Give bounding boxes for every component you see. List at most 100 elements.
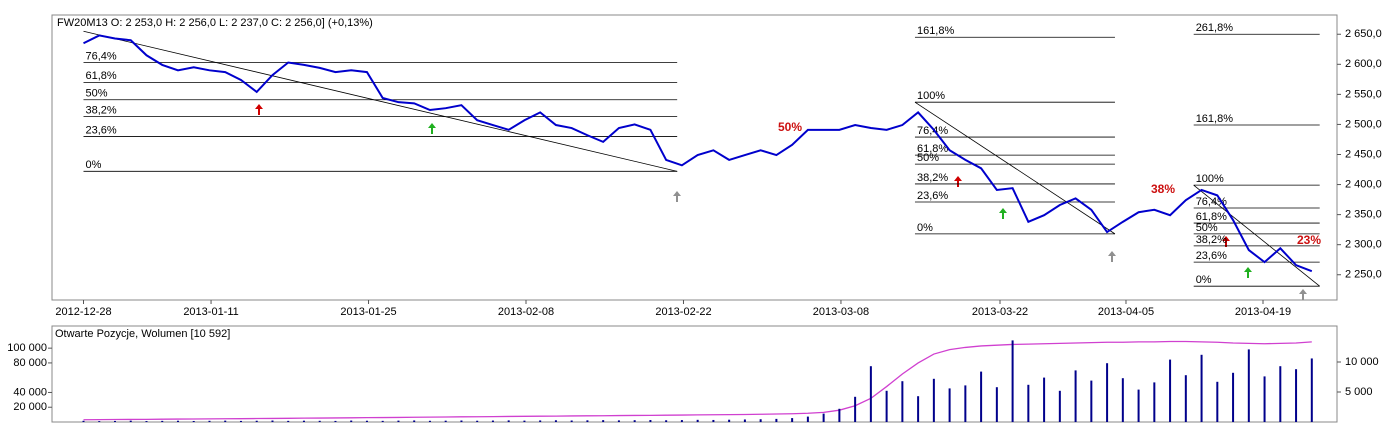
volume-bar [885,390,888,422]
volume-bar [302,420,305,422]
y-tick-label: 2 650,0 [1345,28,1382,40]
volume-bar [176,420,179,422]
volume-bar [743,419,746,422]
volume-bar [1295,369,1298,422]
volume-bar [507,420,510,422]
x-tick-label: 2013-01-11 [183,306,238,318]
volume-bar [586,420,589,422]
trend-line [1193,184,1320,287]
y2-tick-label: 5 000 [1345,386,1373,398]
y-tick-label: 40 000 [13,386,47,398]
x-tick-label: 2013-03-22 [972,306,1028,318]
fib-label: 161,8% [1196,113,1234,125]
fib-label: 61,8% [85,70,116,82]
fib-label: 50% [85,88,107,100]
volume-bar [476,420,479,422]
x-tick-label: 2013-03-08 [813,306,869,318]
volume-bar [1106,363,1109,422]
volume-bar [208,420,211,422]
volume-bar [82,420,85,422]
volume-bar [854,396,857,422]
volume-bar [554,420,557,422]
fib-label: 38,2% [1196,234,1227,246]
annotation: 38% [1151,182,1175,196]
volume-bar [901,381,904,422]
volume-bar [1074,370,1077,422]
volume-bar [365,420,368,422]
y-tick-label: 100 000 [7,342,47,354]
x-tick-label: 2013-04-19 [1235,306,1291,318]
x-tick-label: 2013-02-22 [655,306,711,318]
volume-bar [397,420,400,422]
trend-line [83,30,678,172]
y-tick-label: 2 600,0 [1345,58,1382,70]
fib-label: 0% [1196,274,1212,286]
volume-bar [1200,354,1203,422]
y-tick-label: 2 450,0 [1345,148,1382,160]
volume-bar [350,420,353,422]
x-tick-label: 2013-04-05 [1098,306,1154,318]
fib-label: 50% [917,152,939,164]
volume-bar [1216,381,1219,422]
fib-label: 23,6% [1196,250,1227,262]
fib-label: 100% [1196,173,1224,185]
volume-bar [98,421,101,422]
volume-bar [460,420,463,422]
volume-bar [617,420,620,422]
volume-bar [980,371,983,422]
volume-bar [318,420,321,422]
volume-bar [838,408,841,422]
volume-bar [932,378,935,422]
y-tick-label: 2 550,0 [1345,88,1382,100]
fib-label: 50% [1196,222,1218,234]
y-tick-label: 2 400,0 [1345,178,1382,190]
fib-label: 161,8% [917,25,955,37]
panel-title: Otwarte Pozycje, Wolumen [10 592] [55,328,230,340]
annotation: 50% [778,120,802,134]
fib-label: 0% [917,222,933,234]
volume-bar [712,419,715,422]
volume-bar [381,420,384,422]
volume-bar [161,420,164,422]
volume-bar [1043,377,1046,422]
volume-bar [869,366,872,422]
open-interest-line [83,340,1312,421]
volume-bar [570,420,573,422]
volume-bar [1169,359,1172,422]
volume-bar [129,420,132,422]
volume-bar [633,420,636,422]
trend-line [914,101,1116,235]
volume-bar [145,421,148,422]
volume-bar [995,387,998,422]
volume-bar [759,419,762,422]
volume-bar [602,420,605,422]
volume-bar [948,388,951,422]
volume-bar [491,420,494,422]
volume-bar [1184,375,1187,422]
volume-bar [680,420,683,422]
volume-bar [192,420,195,422]
volume-bar [1247,349,1250,422]
volume-bar [224,420,227,422]
volume-bar [1232,372,1235,422]
x-tick-label: 2013-01-25 [340,306,396,318]
annotation: 23% [1297,233,1321,247]
volume-bar [649,420,652,422]
volume-bar [523,420,526,422]
y-tick-label: 80 000 [13,357,47,369]
volume-bar [1058,390,1061,422]
volume-bar [1153,382,1156,422]
fib-label: 76,4% [917,125,948,137]
volume-bar [1121,378,1124,422]
fib-label: 0% [85,159,101,171]
volume-bar [665,420,668,422]
y-tick-label: 2 300,0 [1345,239,1382,251]
volume-panel [51,325,1338,423]
fib-label: 38,2% [917,172,948,184]
volume-bar [1279,366,1282,422]
volume-bar [696,419,699,422]
fib-label: 100% [917,90,945,102]
volume-bar [539,420,542,422]
volume-bar [239,420,242,422]
volume-bar [791,418,794,422]
